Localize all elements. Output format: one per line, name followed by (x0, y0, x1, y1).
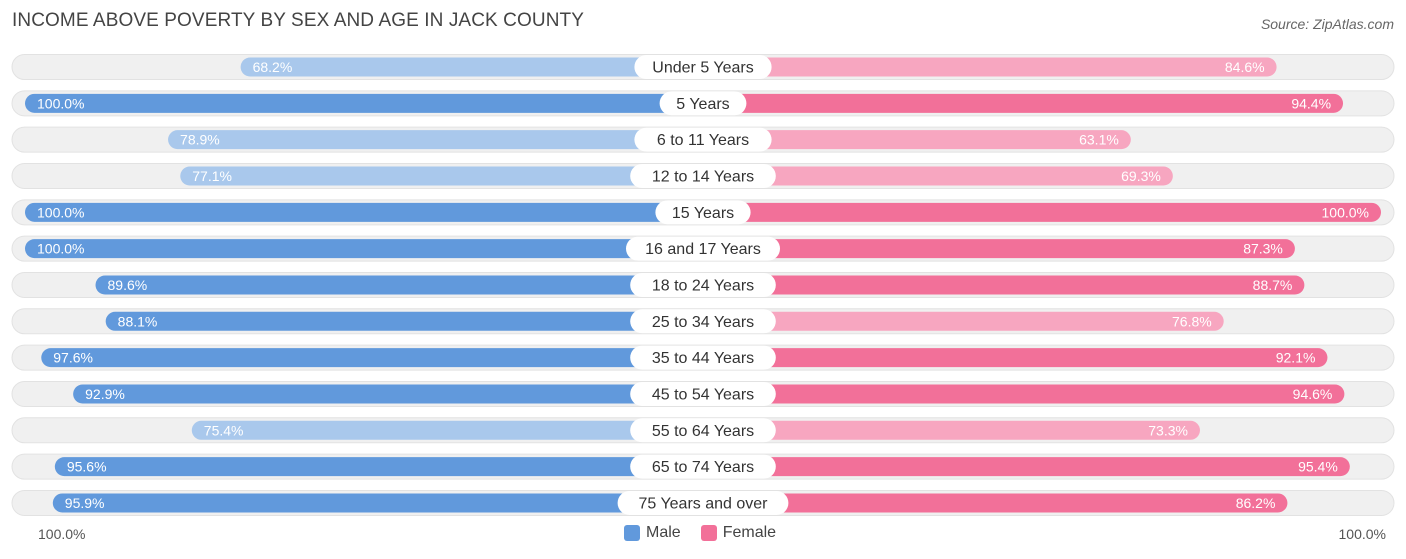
chart-svg: 68.2% 84.6% Under 5 Years 100.0% 94.4% 5 Year… (11, 54, 1395, 516)
male-bar (73, 384, 703, 404)
category-label: 15 Years (672, 205, 734, 222)
female-bar (703, 57, 1277, 77)
male-value-label: 95.9% (65, 495, 105, 511)
category-label: 25 to 34 Years (652, 314, 754, 331)
male-value-label: 100.0% (37, 95, 84, 111)
category-pill (659, 91, 747, 116)
male-value-label: 88.1% (118, 313, 158, 329)
female-bar (703, 93, 1344, 113)
male-bar (25, 239, 703, 259)
category-pill (630, 418, 776, 443)
female-value-label: 87.3% (1243, 241, 1283, 257)
category-pill (630, 454, 776, 479)
male-value-label: 97.6% (53, 350, 93, 366)
category-pill (655, 200, 751, 225)
category-label: 45 to 54 Years (652, 386, 754, 403)
category-pill (634, 55, 772, 79)
category-label: 18 to 24 Years (652, 277, 754, 294)
male-bar (25, 93, 703, 113)
female-value-label: 92.1% (1276, 350, 1316, 366)
axis-right-label: 100.0% (1338, 526, 1386, 542)
male-value-label: 95.6% (67, 459, 107, 475)
category-label: 5 Years (676, 96, 729, 113)
male-bar (180, 166, 704, 186)
legend-item-male[interactable]: Male (624, 524, 681, 542)
category-label: 6 to 11 Years (657, 132, 749, 149)
legend-swatch-female (700, 525, 717, 541)
male-value-label: 100.0% (37, 204, 84, 220)
male-bar (54, 457, 703, 477)
male-bar (95, 275, 703, 295)
legend: Male Female (624, 524, 776, 542)
legend-item-female[interactable]: Female (700, 524, 777, 542)
male-value-label: 68.2% (253, 59, 293, 75)
category-pill (630, 272, 776, 297)
female-value-label: 63.1% (1079, 132, 1119, 148)
female-value-label: 94.6% (1293, 386, 1333, 402)
category-pill (634, 127, 772, 152)
legend-swatch-male (624, 525, 640, 541)
male-value-label: 92.9% (85, 386, 125, 402)
male-bar (52, 493, 704, 513)
category-label: Under 5 Years (652, 60, 753, 77)
female-bar (703, 493, 1288, 513)
male-bar (191, 420, 703, 440)
female-bar (703, 420, 1200, 440)
female-value-label: 84.6% (1225, 59, 1265, 75)
legend-label-male: Male (646, 524, 681, 541)
female-bar (703, 130, 1131, 150)
female-bar (703, 348, 1328, 368)
male-value-label: 75.4% (204, 422, 244, 438)
category-pill (630, 163, 776, 188)
category-pill (617, 490, 789, 515)
female-bar (703, 275, 1305, 295)
male-bar (25, 202, 703, 222)
male-bar (41, 348, 704, 368)
category-label: 12 to 14 Years (652, 168, 754, 185)
male-value-label: 78.9% (180, 132, 220, 148)
female-value-label: 100.0% (1322, 204, 1369, 220)
male-bar (168, 130, 704, 150)
category-label: 35 to 44 Years (652, 350, 754, 367)
category-pill (630, 309, 776, 334)
category-label: 55 to 64 Years (652, 423, 754, 440)
female-value-label: 76.8% (1172, 313, 1212, 329)
male-value-label: 77.1% (192, 168, 232, 184)
male-bar (105, 311, 703, 331)
female-bar (703, 384, 1345, 404)
category-pill (630, 345, 776, 370)
category-pill (630, 381, 776, 406)
female-value-label: 88.7% (1253, 277, 1293, 293)
chart-title: INCOME ABOVE POVERTY BY SEX AND AGE IN J… (12, 10, 584, 31)
female-bar (703, 457, 1350, 477)
female-bar (703, 239, 1295, 259)
category-label: 65 to 74 Years (652, 459, 754, 476)
source-label: Source: ZipAtlas.com (1260, 16, 1394, 32)
female-bar (703, 166, 1173, 186)
female-value-label: 94.4% (1291, 95, 1331, 111)
female-value-label: 69.3% (1121, 168, 1161, 184)
female-bar (703, 311, 1224, 331)
legend-label-female: Female (722, 524, 777, 541)
female-bar (703, 202, 1381, 222)
category-pill (626, 236, 780, 261)
female-value-label: 86.2% (1236, 495, 1276, 511)
axis-left-label: 100.0% (38, 526, 86, 542)
male-value-label: 100.0% (37, 241, 84, 257)
male-value-label: 89.6% (108, 277, 148, 293)
male-bar (240, 57, 703, 77)
female-value-label: 95.4% (1298, 459, 1338, 475)
female-value-label: 73.3% (1148, 422, 1188, 438)
category-label: 16 and 17 Years (645, 241, 761, 258)
category-label: 75 Years and over (639, 495, 769, 512)
